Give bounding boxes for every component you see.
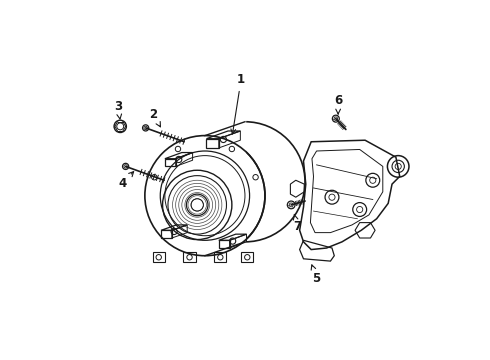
Text: 4: 4: [119, 172, 134, 190]
Text: 3: 3: [114, 100, 122, 119]
Text: 1: 1: [231, 73, 245, 134]
Bar: [63, 43, 245, 320]
Text: 7: 7: [293, 214, 301, 233]
Text: 6: 6: [334, 94, 342, 114]
Text: 2: 2: [149, 108, 160, 127]
Text: 5: 5: [311, 265, 320, 284]
